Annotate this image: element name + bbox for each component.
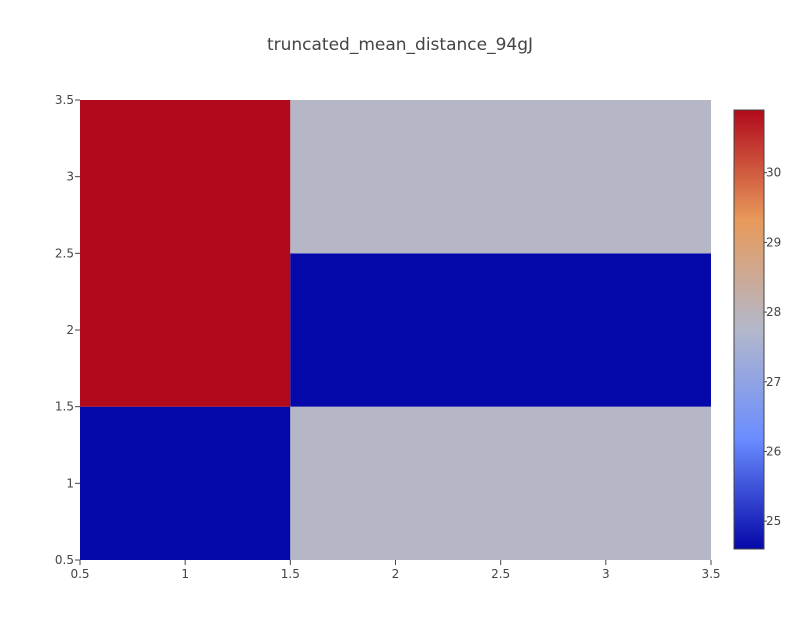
colorbar-gradient <box>733 109 765 550</box>
colorbar-tick-label: 30 <box>766 166 781 180</box>
heatmap-cells <box>80 100 711 560</box>
y-tick-label: 3.5 <box>55 93 74 107</box>
y-tick-label: 3 <box>66 170 74 184</box>
x-axis: 0.5 1 1.5 2 2.5 3 3.5 <box>70 560 721 581</box>
colorbar-tick-label: 25 <box>766 514 781 528</box>
x-tick-label: 3.5 <box>701 567 720 581</box>
y-tick-label: 1.5 <box>55 400 74 414</box>
colorbar-tick-label: 29 <box>766 235 781 249</box>
heatmap-cell-2 <box>290 406 711 560</box>
y-tick-label: 1 <box>66 476 74 490</box>
y-axis: 0.5 1 1.5 2 2.5 3 3.5 <box>55 93 80 567</box>
heatmap-cell-1 <box>80 100 291 407</box>
colorbar-tick-label: 27 <box>766 375 781 389</box>
chart-title: truncated_mean_distance_94gJ <box>267 35 533 55</box>
x-tick-label: 1.5 <box>281 567 300 581</box>
x-tick-label: 2.5 <box>491 567 510 581</box>
x-tick-label: 1 <box>181 567 189 581</box>
heatmap-cell-0 <box>80 406 291 560</box>
y-tick-label: 2.5 <box>55 246 74 260</box>
x-tick-label: 0.5 <box>70 567 89 581</box>
y-tick-label: 2 <box>66 323 74 337</box>
heatmap-cell-3 <box>290 253 711 407</box>
heatmap-cell-4 <box>290 100 711 254</box>
x-tick-label: 3 <box>602 567 610 581</box>
x-tick-label: 2 <box>392 567 400 581</box>
colorbar-tick-label: 26 <box>766 444 781 458</box>
y-tick-label: 0.5 <box>55 553 74 567</box>
colorbar: 25 26 27 28 29 30 <box>733 109 781 550</box>
colorbar-tick-label: 28 <box>766 305 781 319</box>
